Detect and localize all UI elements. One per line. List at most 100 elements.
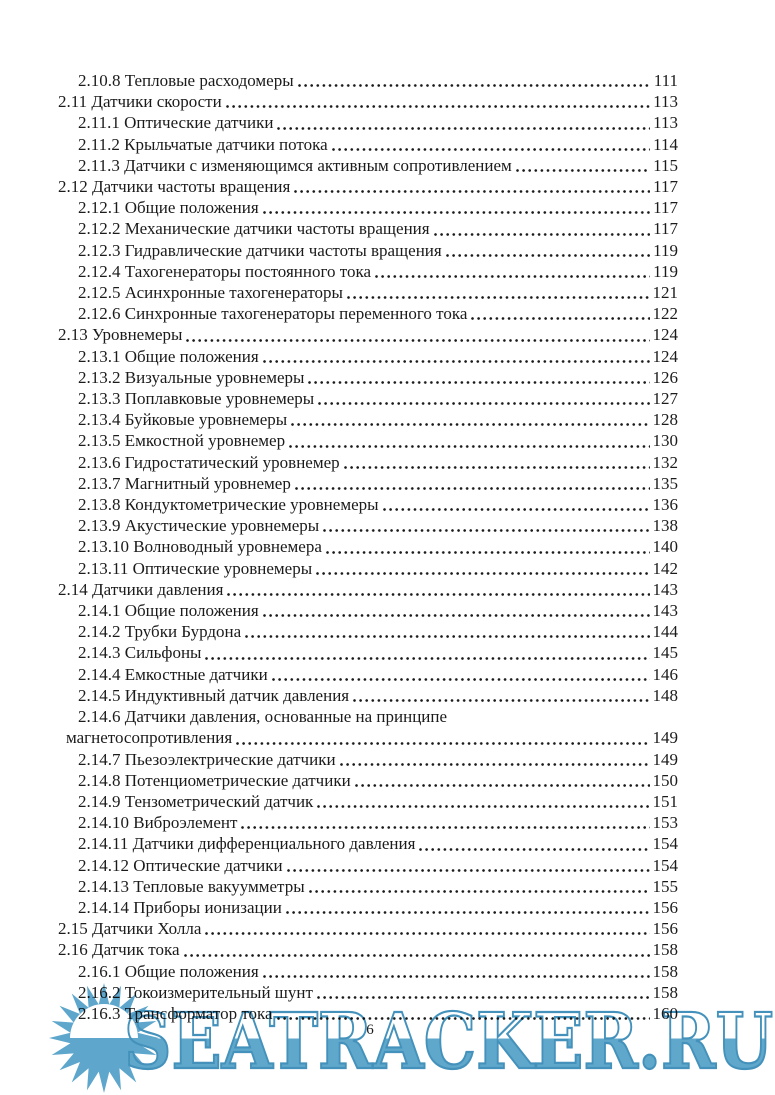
toc-entry: 2.13.8 Кондуктометрические уровнемеры 13… [58,494,678,515]
toc-entry: 2.12.5 Асинхронные тахогенераторы 121 [58,282,678,303]
toc-entry-label: 2.13.9 Акустические уровнемеры [78,516,320,536]
dot-leader [245,634,650,640]
toc-entry-label: 2.14.5 Индуктивный датчик давления [78,685,350,705]
dot-leader [354,782,650,788]
toc-entry-page: 117 [653,219,678,239]
toc-entry: 2.14.2 Трубки Бурдона 144 [58,621,678,642]
toc-entry: 2.13.9 Акустические уровнемеры 138 [58,515,678,536]
dot-leader [353,698,650,704]
toc-entry: 2.12.1 Общие положения 117 [58,197,678,218]
toc-entry: 2.10.8 Тепловые расходомеры 111 [58,70,678,91]
toc-entry: 2.16.3 Трансформатор тока 160 [58,1003,678,1024]
toc-entry-label: 2.11.2 Крыльчатые датчики потока [78,134,328,154]
toc-entry: 2.14.14 Приборы ионизации 156 [58,897,678,918]
toc-entry-label: 2.16.3 Трансформатор тока [78,1003,273,1023]
toc-entry: 2.14.13 Тепловые вакуумметры 155 [58,876,678,897]
toc-entry: 2.16 Датчик тока 158 [58,939,678,960]
dot-leader [285,910,650,916]
dot-leader [277,125,651,131]
toc-entry-label: 2.12.1 Общие положения [78,198,259,218]
toc-entry-page: 145 [652,643,679,663]
toc-entry-page: 121 [652,283,679,303]
dot-leader [325,549,650,555]
dot-leader [205,655,650,661]
toc-entry-page: 119 [653,240,678,260]
toc-entry-page: 158 [652,940,679,960]
dot-leader [262,358,650,364]
dot-leader [262,973,650,979]
toc-entry-label: 2.16.1 Общие положения [78,961,259,981]
dot-leader [236,740,650,746]
toc-entry-page: 149 [652,728,679,748]
dot-leader [316,994,650,1000]
toc-entry-label: 2.15 Датчики Холла [58,919,202,939]
toc-entry-page: 138 [652,516,679,536]
toc-entry: 2.13 Уровнемеры 124 [58,324,678,345]
dot-leader [323,528,650,534]
toc-entry-label: 2.13.2 Визуальные уровнемеры [78,367,305,387]
toc-entry-page: 146 [652,664,679,684]
toc-entry-label: 2.16 Датчик тока [58,940,180,960]
dot-leader [346,295,650,301]
dot-leader [419,846,650,852]
toc-entry: 2.14.7 Пьезоэлектрические датчики 149 [58,749,678,770]
toc-entry-label: 2.12 Датчики частоты вращения [58,177,291,197]
toc-entry-label: 2.12.5 Асинхронные тахогенераторы [78,283,343,303]
toc-entry-label: 2.13.8 Кондуктометрические уровнемеры [78,495,379,515]
toc-entry: 2.11 Датчики скорости 113 [58,91,678,112]
toc-entry-page: 136 [652,495,679,515]
toc-entry-label: 2.12.6 Синхронные тахогенераторы перемен… [78,304,468,324]
dot-leader [291,422,650,428]
dot-leader [294,486,650,492]
toc-entry-label: 2.13.6 Гидростатический уровнемер [78,452,340,472]
toc-entry-label: 2.13.7 Магнитный уровнемер [78,473,291,493]
toc-entry-label: 2.12.4 Тахогенераторы постоянного тока [78,261,372,281]
toc-entry-label: 2.13 Уровнемеры [58,325,183,345]
dot-leader [186,337,650,343]
toc-entry-label: 2.14.11 Датчики дифференциального давлен… [78,834,416,854]
toc-entry: 2.13.7 Магнитный уровнемер 135 [58,473,678,494]
toc-entry-page: 113 [653,92,678,112]
dot-leader [225,104,651,110]
toc-entry-page: 156 [652,897,679,917]
toc-entry: 2.12 Датчики частоты вращения 117 [58,176,678,197]
toc-entry: 2.13.5 Емкостной уровнемер 130 [58,430,678,451]
toc-entry-label: 2.12.3 Гидравлические датчики частоты вр… [78,240,442,260]
toc-entry-page: 149 [652,749,679,769]
toc-entry-page: 143 [652,579,679,599]
toc-entry-page: 160 [652,1003,679,1023]
toc-entry-label: 2.13.11 Оптические уровнемеры [78,558,313,578]
toc-entry-page: 117 [653,198,678,218]
toc-entry-page: 113 [653,113,678,133]
toc-entry-page: 135 [652,473,679,493]
toc-entry-label: 2.14.9 Тензометрический датчик [78,791,314,811]
dot-leader [308,380,650,386]
toc-entry-page: 140 [652,537,679,557]
toc-entry-page: 128 [652,410,679,430]
toc-entry-page: 127 [652,389,679,409]
toc-entry: 2.12.4 Тахогенераторы постоянного тока 1… [58,261,678,282]
dot-leader [227,592,650,598]
toc-entry-page: 151 [652,791,679,811]
dot-leader [289,443,650,449]
toc-entry-page: 132 [652,452,679,472]
dot-leader [262,210,651,216]
toc-entry: 2.14.5 Индуктивный датчик давления 148 [58,685,678,706]
toc-entry-page: 155 [652,876,679,896]
toc-entry-page: 115 [653,155,678,175]
toc-entry: 2.14.6 Датчики давления, основанные на п… [58,706,678,727]
toc-entry-page: 119 [653,261,678,281]
toc-entry-label: 2.14.3 Сильфоны [78,643,202,663]
toc-entry-label: 2.14.7 Пьезоэлектрические датчики [78,749,336,769]
dot-leader [318,401,650,407]
dot-leader [515,168,651,174]
toc-entry-label: 2.13.1 Общие положения [78,346,259,366]
dot-leader [339,761,650,767]
toc-entry-page: 124 [652,325,679,345]
dot-leader [294,189,651,195]
page-number: 6 [366,1022,374,1038]
toc-entry-page: 156 [652,919,679,939]
toc-entry-page: 154 [652,855,679,875]
dot-leader [445,252,651,258]
toc-entry: 2.11.2 Крыльчатые датчики потока 114 [58,134,678,155]
